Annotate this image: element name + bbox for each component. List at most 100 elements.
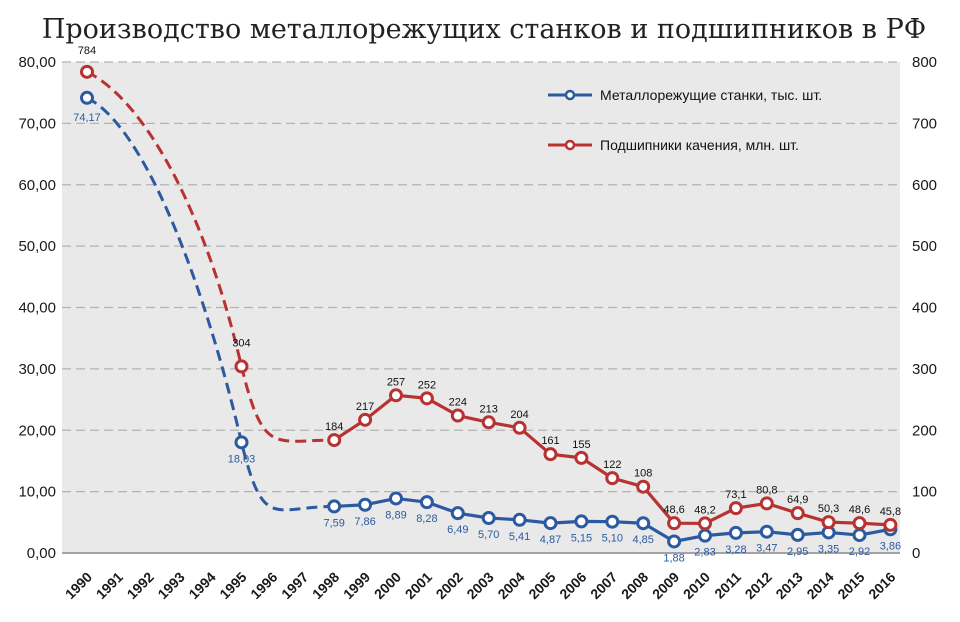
left-axis-tick: 80,00 — [18, 54, 56, 71]
data-point — [80, 90, 94, 105]
data-point — [883, 517, 898, 532]
data-label: 3,28 — [725, 544, 746, 556]
data-point — [512, 512, 527, 527]
data-point — [790, 527, 805, 542]
data-label: 2,83 — [694, 547, 715, 559]
left-axis-tick: 10,00 — [18, 484, 56, 501]
legend-marker — [564, 89, 576, 101]
x-axis-tick: 2007 — [587, 569, 620, 602]
data-label: 217 — [356, 401, 374, 413]
x-axis-tick: 2011 — [711, 569, 744, 602]
data-point — [852, 516, 867, 531]
data-label: 3,35 — [818, 543, 839, 555]
data-point — [636, 516, 651, 531]
data-point — [759, 524, 774, 539]
data-label: 48,6 — [849, 504, 870, 516]
data-label: 48,2 — [694, 504, 715, 516]
right-axis-tick: 700 — [912, 115, 937, 132]
left-axis-tick: 0,00 — [27, 545, 56, 562]
data-label: 18,03 — [228, 453, 256, 465]
data-point — [574, 514, 589, 529]
data-label: 5,70 — [478, 529, 499, 541]
x-axis-tick: 1997 — [278, 569, 311, 602]
data-label: 108 — [634, 468, 652, 480]
right-axis-tick: 100 — [912, 484, 937, 501]
x-axis-tick: 1994 — [185, 569, 218, 602]
data-label: 74,17 — [73, 112, 101, 124]
data-point — [419, 495, 434, 510]
x-axis-tick: 2005 — [525, 569, 558, 602]
legend-label: Металлорежущие станки, тыс. шт. — [600, 87, 822, 103]
data-point — [450, 506, 465, 521]
data-label: 2,92 — [849, 546, 870, 558]
data-point — [574, 450, 589, 465]
x-axis-tick: 2014 — [803, 569, 836, 602]
x-axis-tick: 2002 — [433, 569, 466, 602]
data-label: 304 — [232, 337, 250, 349]
x-axis-tick: 1991 — [93, 569, 126, 602]
data-label: 5,41 — [509, 531, 530, 543]
plot-area-background — [62, 62, 900, 554]
chart-title: Производство металлорежущих станков и по… — [42, 14, 926, 45]
data-point — [450, 408, 465, 423]
x-axis-tick: 1990 — [62, 569, 95, 602]
data-label: 184 — [325, 421, 343, 433]
data-point — [605, 514, 620, 529]
data-label: 155 — [572, 439, 590, 451]
data-point — [821, 515, 836, 530]
data-label: 204 — [510, 409, 528, 421]
data-point — [80, 64, 94, 79]
x-axis: 1990199119921993199419951996199719981999… — [62, 569, 899, 602]
data-point — [234, 359, 249, 374]
data-point — [698, 528, 712, 543]
legend-marker — [564, 139, 576, 151]
data-point — [698, 516, 712, 531]
data-point — [636, 479, 651, 494]
x-axis-tick: 2000 — [371, 569, 404, 602]
x-axis-tick: 2010 — [680, 569, 713, 602]
right-axis-tick: 0 — [912, 545, 920, 562]
left-axis-tick: 20,00 — [18, 422, 56, 439]
data-point — [543, 447, 558, 462]
x-axis-tick: 1999 — [340, 569, 373, 602]
data-label: 1,88 — [663, 552, 684, 564]
data-point — [419, 391, 434, 406]
right-axis-tick: 200 — [912, 422, 937, 439]
data-point — [667, 534, 682, 549]
data-point — [790, 506, 805, 521]
data-label: 4,85 — [632, 534, 653, 546]
data-label: 50,3 — [818, 503, 839, 515]
data-label: 5,10 — [602, 533, 623, 545]
left-axis-tick: 40,00 — [18, 300, 56, 317]
x-axis-tick: 1996 — [247, 569, 280, 602]
data-label: 80,8 — [756, 484, 777, 496]
x-axis-tick: 2009 — [649, 569, 682, 602]
data-label: 73,1 — [725, 489, 746, 501]
data-label: 6,49 — [447, 524, 468, 536]
data-label: 784 — [78, 45, 96, 57]
data-point — [389, 491, 403, 506]
data-point — [852, 528, 867, 543]
x-axis-tick: 2013 — [772, 569, 805, 602]
data-label: 252 — [418, 379, 436, 391]
series-bearings: 784 304 184 217 257 252 224 213 204 161 155 122 108 4… — [78, 45, 901, 532]
data-label: 7,59 — [323, 517, 344, 529]
data-label: 5,15 — [571, 532, 592, 544]
x-axis-tick: 2012 — [742, 569, 775, 602]
x-axis-tick: 1998 — [309, 569, 342, 602]
data-label: 45,8 — [880, 506, 901, 518]
x-axis-tick: 2016 — [865, 569, 898, 602]
right-axis-tick: 300 — [912, 361, 937, 378]
left-axis-tick: 50,00 — [18, 238, 56, 255]
data-label: 3,86 — [880, 540, 901, 552]
data-point — [234, 435, 249, 450]
data-point — [327, 433, 342, 448]
data-point — [358, 412, 373, 427]
data-label: 7,86 — [354, 516, 375, 528]
series-layer: 74,17 18,03 7,59 7,86 8,89 8,28 6,49 5,70 5,41 4,… — [73, 45, 901, 565]
data-label: 2,95 — [787, 546, 808, 558]
data-point — [389, 388, 403, 403]
data-point — [481, 415, 496, 430]
left-axis-tick: 30,00 — [18, 361, 56, 378]
